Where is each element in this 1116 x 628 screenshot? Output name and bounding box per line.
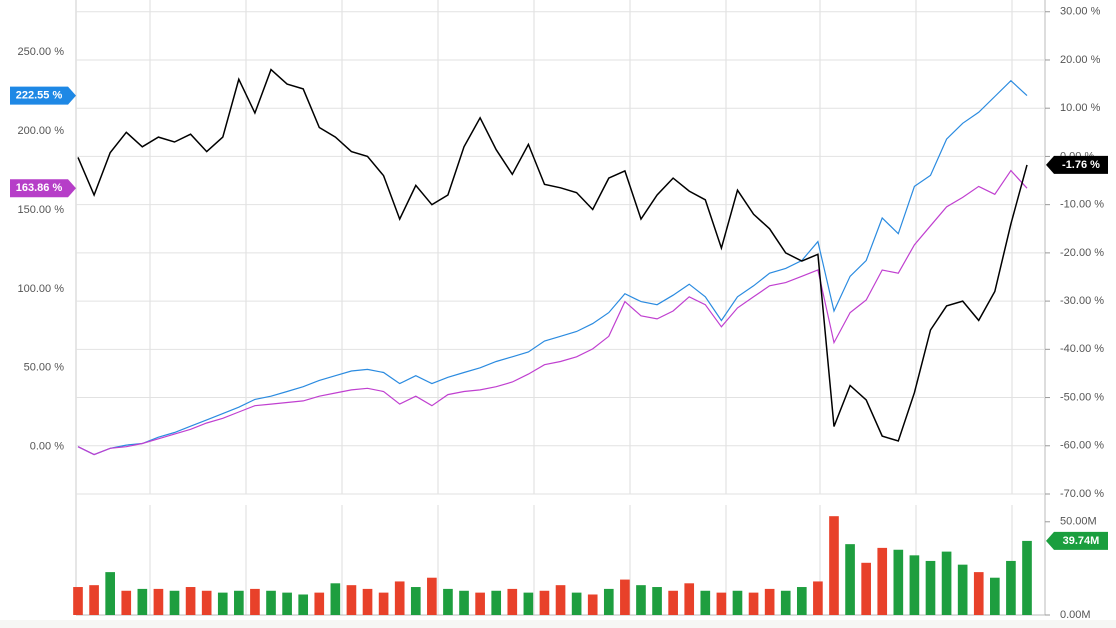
y2-tick-label: 0.00M [1060,609,1091,621]
y-tick-label: 200.00 % [18,125,65,137]
volume-bar [877,547,888,615]
volume-bar [941,551,952,615]
y-tick-label: 0.00 % [30,441,64,453]
volume-bar [201,590,212,615]
volume-bar [973,572,984,615]
volume-bar [394,581,405,615]
volume-bar [250,588,260,615]
y2-tick-label: 30.00 % [1060,6,1101,18]
volume-bar [555,585,566,615]
volume-bar [636,585,646,615]
volume-bar [861,562,871,615]
volume-bar [169,590,180,615]
volume-bar [571,592,582,615]
value-flag [1046,531,1108,550]
volume-bar [491,590,502,615]
volume-bar [716,592,727,615]
value-flag-label: 163.86 % [16,182,63,194]
volume-bar [732,590,743,615]
y2-tick-label: 10.00 % [1060,102,1101,114]
volume-bar [845,544,855,615]
value-flag-label: -1.76 % [1062,159,1100,171]
y2-tick-label: -60.00 % [1060,440,1104,452]
volume-bar [620,579,630,615]
volume-bar [1006,560,1016,615]
volume-bar [1022,540,1032,615]
volume-bar [523,592,534,615]
volume-bar [459,590,469,615]
volume-bar [362,588,373,615]
volume-bar [507,588,518,615]
footer-strip [0,620,1116,628]
value-flag [10,179,76,198]
volume-bar [217,592,228,615]
volume-bar [475,592,485,615]
value-flag-label: 222.55 % [16,90,63,102]
volume-bar [89,585,99,615]
line-series [77,169,1028,456]
volume-bar [796,587,807,615]
volume-bar [427,577,437,615]
volume-bar [909,555,920,615]
volume-bar [603,588,614,615]
y2-tick-label: -40.00 % [1060,343,1104,355]
y2-tick-label: -70.00 % [1060,488,1104,500]
y-tick-label: 150.00 % [18,204,65,216]
y-tick-label: 250.00 % [18,46,65,58]
volume-bar [957,564,968,615]
volume-bar [829,516,839,615]
value-flag [10,86,76,105]
volume-bar [314,592,325,615]
volume-bar [748,592,759,615]
value-flag [1046,155,1108,174]
volume-bar [282,592,292,615]
volume-bar [73,587,83,615]
y-tick-label: 50.00 % [24,362,65,374]
y2-tick-label: -50.00 % [1060,391,1104,403]
volume-bar [780,590,791,615]
line-series [77,79,1028,456]
volume-bar [700,590,711,615]
y-tick-label: 100.00 % [18,283,65,295]
volume-bar [443,588,453,615]
volume-bar [346,585,357,615]
value-flag-label: 39.74M [1063,535,1100,547]
line-series [77,68,1028,442]
y2-tick-label: -10.00 % [1060,199,1104,211]
volume-bar [330,583,341,615]
volume-bar [652,587,662,615]
volume-bar [266,590,276,615]
volume-bar [410,587,421,615]
volume-bar [298,594,309,615]
volume-bar [764,588,775,615]
volume-bar [813,581,823,615]
volume-bar [925,560,936,615]
y2-tick-label: 50.00M [1060,516,1097,528]
volume-bar [684,583,695,615]
volume-bar [121,590,132,615]
volume-bar [539,590,550,615]
volume-bar [378,592,389,615]
volume-bar [893,549,904,615]
volume-bar [668,590,678,615]
volume-bar [105,572,115,615]
volume-bar [587,594,598,615]
y2-tick-label: -20.00 % [1060,247,1104,259]
y2-tick-label: -30.00 % [1060,295,1104,307]
y2-tick-label: 20.00 % [1060,54,1101,66]
volume-bar [185,587,196,615]
volume-bar [234,590,244,615]
volume-bar [153,588,164,615]
volume-bar [137,588,148,615]
volume-bar [990,577,1000,615]
